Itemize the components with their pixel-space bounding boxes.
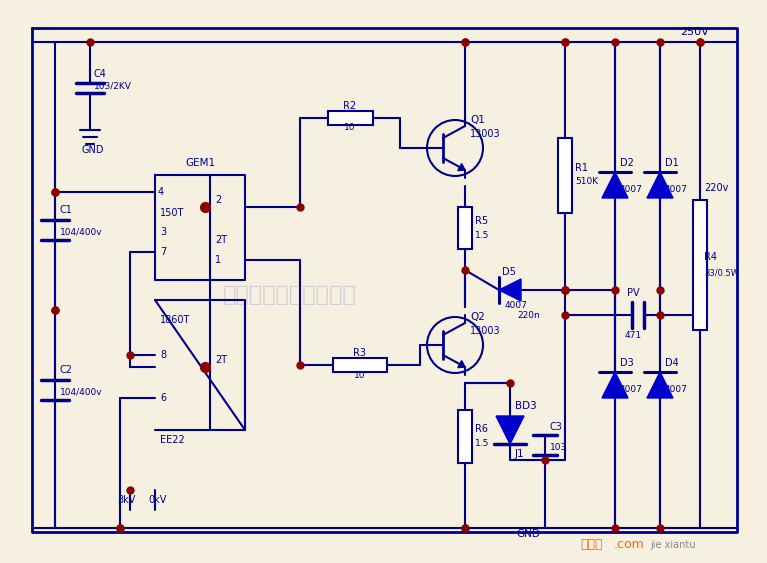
Text: GND: GND (516, 529, 540, 539)
Bar (458, 207, 472, 249)
Polygon shape (647, 372, 673, 398)
Text: 3kV: 3kV (117, 495, 135, 505)
Text: R1: R1 (575, 163, 588, 173)
Text: 10: 10 (344, 123, 356, 132)
Polygon shape (499, 279, 521, 301)
Text: 6: 6 (160, 393, 166, 403)
Text: 2T: 2T (215, 355, 227, 365)
Text: 1: 1 (215, 255, 221, 265)
Text: 150T: 150T (160, 208, 184, 218)
Text: jie xiantu: jie xiantu (650, 540, 696, 550)
Bar (558, 137, 572, 212)
Text: 4007: 4007 (620, 385, 643, 394)
Text: PV: PV (627, 288, 640, 298)
Text: 471: 471 (625, 330, 642, 339)
Text: 7: 7 (160, 247, 166, 257)
Text: C4: C4 (94, 69, 107, 79)
Text: BD3: BD3 (515, 401, 537, 411)
Text: 1860T: 1860T (160, 315, 190, 325)
Text: 33/0.5W: 33/0.5W (704, 269, 739, 278)
Text: 104/400v: 104/400v (60, 227, 103, 236)
Text: 4007: 4007 (620, 185, 643, 194)
Text: D5: D5 (502, 267, 516, 277)
Text: 220n: 220n (517, 311, 540, 319)
Text: R6: R6 (475, 425, 488, 435)
Text: J1: J1 (515, 449, 525, 459)
Text: R2: R2 (344, 101, 357, 111)
Text: 4007: 4007 (665, 185, 688, 194)
Text: 8: 8 (160, 350, 166, 360)
Text: 0kV: 0kV (148, 495, 166, 505)
Polygon shape (458, 361, 465, 368)
Bar (333, 358, 387, 372)
Text: 3: 3 (160, 227, 166, 237)
Text: 103/2KV: 103/2KV (94, 82, 132, 91)
Bar (458, 410, 472, 463)
Polygon shape (458, 164, 465, 171)
Text: GEM1: GEM1 (185, 158, 215, 168)
Text: .com: .com (614, 538, 645, 552)
Text: R5: R5 (475, 216, 488, 226)
Text: GND: GND (82, 145, 104, 155)
Text: C3: C3 (550, 422, 563, 432)
Text: C1: C1 (60, 205, 73, 215)
Polygon shape (602, 172, 628, 198)
Text: D1: D1 (665, 158, 679, 168)
Text: 220v: 220v (704, 183, 729, 193)
Text: C2: C2 (60, 365, 73, 375)
Text: 104/400v: 104/400v (60, 387, 103, 396)
Text: 13003: 13003 (470, 326, 501, 336)
Text: Q2: Q2 (470, 312, 485, 322)
Text: 苏州烁睿科技有限公司: 苏州烁睿科技有限公司 (223, 285, 357, 305)
Text: D3: D3 (620, 358, 634, 368)
Text: 250V: 250V (680, 27, 709, 37)
Text: R3: R3 (354, 348, 367, 358)
Text: 4: 4 (158, 187, 164, 197)
Text: 1.5: 1.5 (475, 439, 489, 448)
Text: D4: D4 (665, 358, 679, 368)
Text: D2: D2 (620, 158, 634, 168)
Text: 2: 2 (215, 195, 221, 205)
Text: EE22: EE22 (160, 435, 185, 445)
Polygon shape (602, 372, 628, 398)
Polygon shape (496, 416, 524, 444)
Text: 接线图: 接线图 (580, 538, 603, 552)
Text: 103: 103 (550, 444, 568, 453)
Polygon shape (647, 172, 673, 198)
Text: 13003: 13003 (470, 129, 501, 139)
Text: Q1: Q1 (470, 115, 485, 125)
Text: 2T: 2T (215, 235, 227, 245)
Text: 4007: 4007 (665, 385, 688, 394)
Text: 4007: 4007 (505, 302, 528, 311)
Text: 510K: 510K (575, 177, 598, 186)
Text: 1.5: 1.5 (475, 230, 489, 239)
Text: R4: R4 (704, 252, 717, 262)
Text: 10: 10 (354, 370, 366, 379)
Bar (693, 200, 707, 330)
Bar (328, 111, 373, 125)
